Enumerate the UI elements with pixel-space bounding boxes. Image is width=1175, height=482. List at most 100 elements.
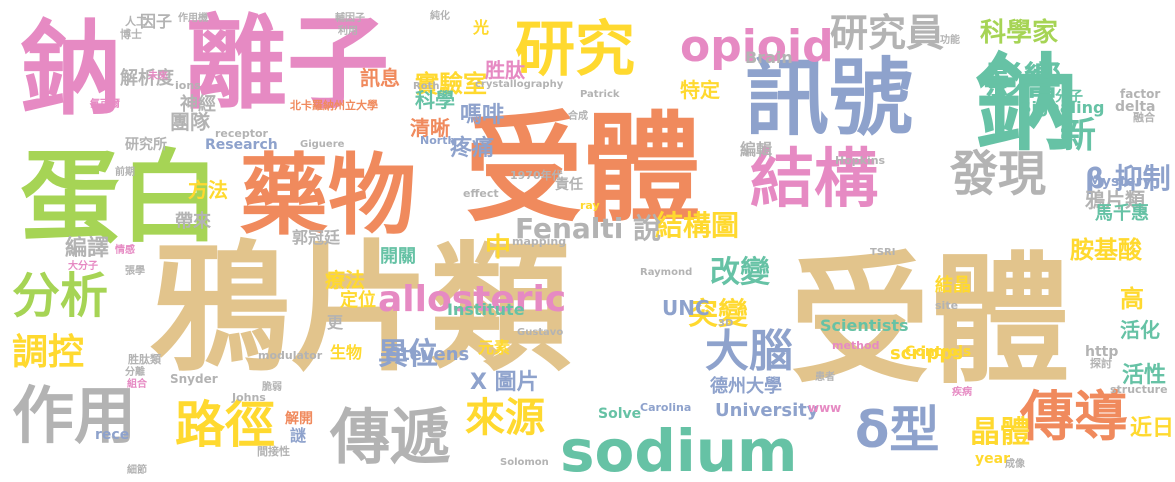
cloud-word: 結構 <box>750 143 878 217</box>
cloud-word: 元素 <box>478 338 511 357</box>
cloud-word: 大腦 <box>705 326 793 377</box>
cloud-word: modulator <box>258 349 323 362</box>
cloud-word: 藥物 <box>240 144 417 247</box>
cloud-word: 發現 <box>950 146 1047 202</box>
cloud-word: Mystery <box>1088 174 1152 190</box>
cloud-word: 結構圖 <box>655 209 740 242</box>
cloud-word: sodium <box>560 417 798 482</box>
cloud-word: 3D <box>718 318 734 329</box>
cloud-word: 作用機 <box>178 13 208 24</box>
cloud-word: 活化 <box>1120 318 1160 342</box>
cloud-word: 疼痛 <box>450 136 495 161</box>
cloud-word: Roth <box>413 81 440 92</box>
cloud-word: 編輯 <box>740 140 773 159</box>
cloud-word: 張學 <box>125 266 145 277</box>
cloud-word: 帶來 <box>175 211 211 232</box>
cloud-word: University <box>715 400 819 421</box>
cloud-word: Fenalti 說 <box>515 212 662 245</box>
cloud-word: 嗎啡 <box>460 103 505 128</box>
cloud-word: 人工 <box>125 15 147 28</box>
cloud-word: Scientists <box>820 316 909 335</box>
cloud-word: Brain <box>745 48 793 67</box>
cloud-word: 訊息 <box>360 66 400 90</box>
cloud-word: 馬千惠 <box>1095 203 1149 224</box>
cloud-word: Stevens <box>388 344 470 365</box>
cloud-word: 更 <box>327 313 344 332</box>
cloud-word: 訊號 <box>745 49 914 147</box>
cloud-word: 探討 <box>1090 357 1112 370</box>
cloud-word: 責任 <box>555 177 583 193</box>
cloud-word: North <box>420 134 456 147</box>
cloud-word: opioid <box>680 21 834 72</box>
cloud-word: 純化 <box>430 11 450 22</box>
cloud-word: 定位 <box>340 290 376 311</box>
cloud-word: Johns <box>232 391 266 404</box>
cloud-word: 患者 <box>815 372 835 383</box>
cloud-word: 科學家 <box>980 18 1059 48</box>
cloud-word: 博士 <box>120 28 142 41</box>
cloud-word: rece <box>95 427 130 443</box>
cloud-word: 科學 <box>415 88 455 112</box>
cloud-word: 新 <box>1060 115 1097 156</box>
cloud-word: 鴉片類 <box>1085 188 1145 212</box>
cloud-word: 實驗室 <box>415 70 487 98</box>
cloud-word: Hopkins <box>835 154 886 167</box>
cloud-word: 傳導 <box>1020 385 1128 448</box>
cloud-word: 調控 <box>12 332 85 373</box>
cloud-word: Giguere <box>300 139 345 150</box>
cloud-word: 療法 <box>325 268 365 292</box>
cloud-word: β 抑制 <box>1085 162 1171 195</box>
cloud-word: 德州大學 <box>710 376 782 397</box>
cloud-word: 融合 <box>1133 111 1155 124</box>
cloud-word: 輔因子 <box>335 13 365 24</box>
cloud-word: Signaling <box>1020 98 1105 117</box>
cloud-word: 生物 <box>330 343 363 362</box>
cloud-word: 1970年代 <box>510 169 563 182</box>
cloud-word: 鈉 <box>20 11 122 130</box>
cloud-word: 突變 <box>688 297 748 332</box>
cloud-word: effect <box>463 187 499 200</box>
cloud-word: 受體 <box>790 240 1071 403</box>
cloud-word: 特定 <box>680 78 720 102</box>
cloud-word: 傳遞 <box>330 403 450 473</box>
cloud-word: 神經 <box>180 94 216 115</box>
cloud-word: mapping <box>512 235 567 248</box>
cloud-word: Gustavo <box>517 327 564 338</box>
cloud-word: 光 <box>473 18 490 37</box>
cloud-word: 研究所 <box>125 137 167 153</box>
cloud-word: 前期 <box>115 167 135 178</box>
cloud-word: method <box>832 339 880 352</box>
cloud-word: Solve <box>598 406 642 422</box>
cloud-word: 研究員 <box>830 11 945 55</box>
cloud-word: Patrick <box>580 89 620 100</box>
cloud-word: 作用 <box>12 379 137 452</box>
cloud-word: Solomon <box>500 457 549 468</box>
cloud-word: 組合 <box>127 379 147 390</box>
cloud-word: 胜肽 <box>485 58 525 82</box>
cloud-word: Institute <box>447 300 525 319</box>
cloud-word: 改變 <box>710 255 770 290</box>
cloud-word: 解開 <box>285 411 313 427</box>
cloud-word: 來源 <box>465 395 545 441</box>
cloud-word: 間接性 <box>257 445 290 458</box>
cloud-word: 開關 <box>380 246 416 267</box>
cloud-word: 未來 <box>148 71 168 82</box>
cloud-word: 中 <box>485 233 512 263</box>
cloud-word: 晶體 <box>970 415 1030 450</box>
cloud-word: 細節 <box>127 465 147 476</box>
cloud-word: 胺基酸 <box>1070 236 1142 264</box>
cloud-word: ray <box>580 199 600 212</box>
cloud-word: site <box>935 299 959 312</box>
cloud-word: 成像 <box>1005 459 1025 470</box>
cloud-word: 大分子 <box>68 261 98 272</box>
cloud-word: 受體 <box>465 100 702 238</box>
cloud-word: year <box>975 451 1010 467</box>
cloud-word: http <box>1085 344 1119 360</box>
cloud-word: 謎 <box>290 426 307 445</box>
cloud-word: Controls <box>905 344 972 360</box>
cloud-word: ions <box>175 79 201 92</box>
cloud-word: 活性 <box>1122 363 1167 388</box>
cloud-word: Snyder <box>170 372 218 386</box>
cloud-word: 研究 <box>515 15 635 85</box>
